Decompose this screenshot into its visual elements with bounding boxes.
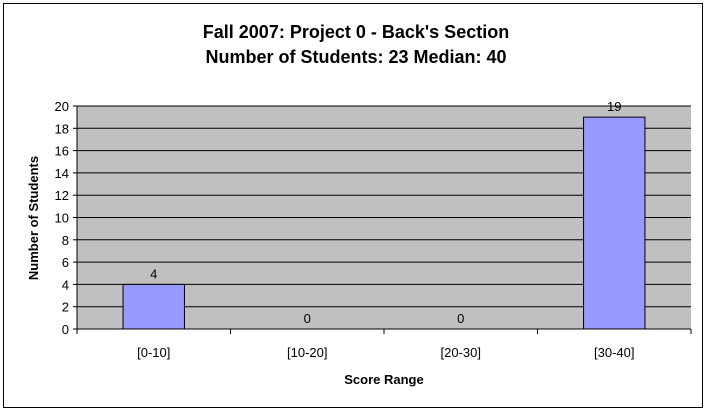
y-tick-label: 14 [55,166,69,181]
x-axis-ticks: [0-10] [10-20] [20-30] [30-40] [76,329,692,360]
y-tick-label: 18 [55,121,69,136]
y-tick-label: 20 [55,99,69,114]
y-tick-label: 0 [62,322,69,337]
bar-[0-10] [122,283,185,330]
data-labels: 4 0 0 19 [150,99,621,326]
data-label: 0 [457,311,464,326]
chart-subtitle: Number of Students: 23 Median: 40 [205,47,506,67]
x-tick-label: [30-40] [594,345,634,360]
y-tick-label: 8 [62,233,69,248]
y-tick-label: 4 [62,277,69,292]
y-tick-label: 6 [62,255,69,270]
x-tick-label: [20-30] [441,345,481,360]
data-label: 0 [304,311,311,326]
x-axis-title: Score Range [344,372,423,387]
chart-title: Fall 2007: Project 0 - Back's Section [203,22,509,42]
x-tick-label: [0-10] [137,345,170,360]
bar-series [122,116,646,330]
y-tick-label: 10 [55,211,69,226]
data-label: 19 [607,99,621,114]
data-label: 4 [150,266,157,281]
y-tick-label: 16 [55,144,69,159]
bar-[30-40] [583,116,646,330]
x-tick-label: [10-20] [287,345,327,360]
y-axis-title: Number of Students [26,156,41,280]
y-axis-ticks: 0 2 4 6 8 10 12 14 16 18 20 [55,99,77,337]
y-tick-label: 2 [62,300,69,315]
y-tick-label: 12 [55,188,69,203]
